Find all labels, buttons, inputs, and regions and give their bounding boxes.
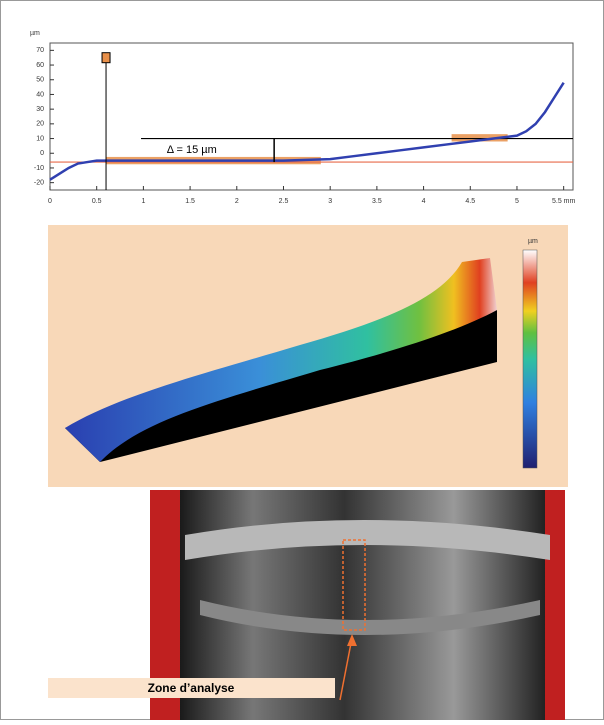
- surface-panel: µm: [48, 225, 568, 487]
- y-tick-label: 20: [36, 121, 44, 128]
- profile-chart: µm -20 -10 0 10 20 30 40 50 60 70 0 0.5 1 1.5 2 2.5 3 3.5…: [30, 30, 575, 205]
- y-tick-label: 60: [36, 62, 44, 69]
- arrow-head: [347, 634, 357, 646]
- annotation: Δ = 15 µm: [167, 144, 217, 156]
- x-tick-label: 4.5: [465, 198, 475, 205]
- plot-area: [49, 42, 574, 191]
- x-tick-label: 3: [328, 198, 332, 205]
- x-tick-label: 0: [48, 198, 52, 205]
- profile-line: [49, 82, 565, 181]
- colorbar-label: µm: [528, 238, 538, 245]
- y-tick-label: 10: [36, 135, 44, 142]
- highlight: [451, 134, 508, 142]
- marker: [101, 52, 111, 64]
- x-tick-label: 5: [515, 198, 519, 205]
- y-tick-label: -10: [34, 165, 44, 172]
- ring: [185, 520, 550, 560]
- colorbar: [522, 249, 538, 469]
- x-tick-label: 4: [422, 198, 426, 205]
- ring-lower: [200, 600, 540, 635]
- arrow: [339, 637, 353, 701]
- x-tick-label: 3.5: [372, 198, 382, 205]
- y-tick-label: 40: [36, 91, 44, 98]
- x-tick-label: 5.5 mm: [552, 198, 576, 205]
- surface: [65, 258, 497, 462]
- x-tick-label: 1.5: [185, 198, 195, 205]
- x-tick-label: 1: [141, 198, 145, 205]
- analysis-zone: [342, 539, 366, 631]
- y-tick-label: 70: [36, 47, 44, 54]
- caption-box: [48, 678, 335, 698]
- x-tick-label: 0.5: [92, 198, 102, 205]
- y-tick-label: 50: [36, 77, 44, 84]
- y-tick-label: 30: [36, 106, 44, 113]
- y-axis-label: µm: [30, 30, 40, 37]
- x-tick-label: 2.5: [279, 198, 289, 205]
- y-tick-label: -20: [34, 179, 44, 186]
- photo-panel: Zone d’analyse: [48, 490, 565, 720]
- caption: Zone d’analyse: [148, 681, 235, 695]
- y-tick-label: 0: [40, 150, 44, 157]
- x-tick-label: 2: [235, 198, 239, 205]
